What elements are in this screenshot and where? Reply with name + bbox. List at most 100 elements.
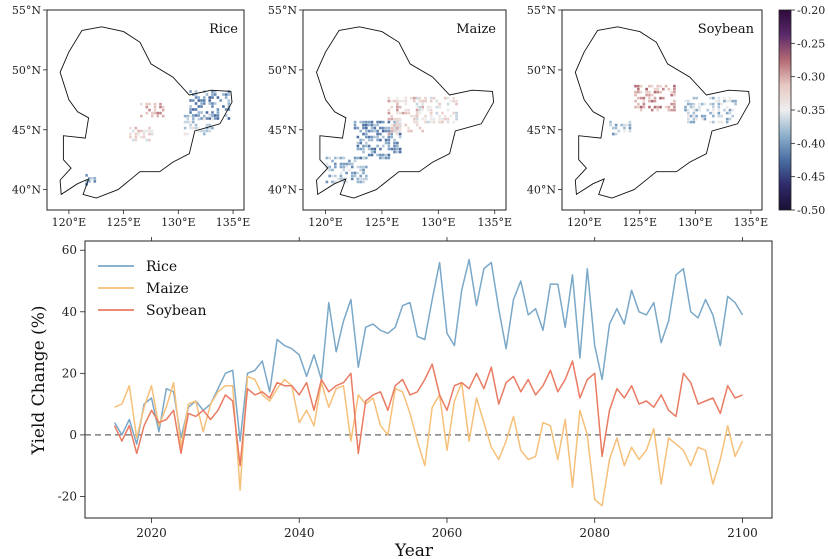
map-grid-cell [415, 102, 419, 106]
map-grid-cell [415, 114, 419, 118]
map-grid-cell [415, 108, 419, 112]
map-grid-cell [159, 105, 162, 109]
map-grid-cell [650, 93, 654, 97]
map-grid-cell [142, 129, 146, 133]
map-grid-cell [189, 123, 192, 127]
map-grid-cell [662, 87, 665, 91]
map-grid-cell [365, 129, 368, 133]
map-grid-cell [673, 102, 676, 106]
map-grid-cell [156, 114, 160, 118]
map-x-tick-label: 135°E [734, 216, 769, 229]
map-grid-cell [642, 105, 646, 109]
map-grid-cell [687, 99, 690, 103]
map-grid-cell [200, 111, 203, 114]
map-grid-cell [197, 96, 201, 99]
map-grid-cell [387, 147, 391, 151]
map-grid-cell [129, 135, 132, 139]
map-grid-cell [692, 120, 696, 124]
map-grid-cell [712, 102, 715, 106]
map-panel-maize: Maize 120°E 125°E 130°E 135°E 40°N 45°N 50°N 55… [268, 4, 512, 229]
map-grid-cell [359, 138, 362, 142]
map-grid-cell [404, 96, 408, 100]
map-grid-cell [429, 99, 433, 103]
map-grid-cell [653, 87, 657, 91]
map-grid-cell [373, 135, 377, 139]
map-grid-cell [673, 99, 676, 103]
map-grid-cell [407, 129, 410, 133]
map-grid-cell [334, 165, 337, 169]
map-grid-cell [725, 117, 729, 121]
map-grid-cell [429, 108, 433, 112]
line-chart: Year Yield Change (%) 2020 2040 2060 2080 21… [29, 237, 773, 559]
map-grid-cell [145, 111, 149, 115]
map-grid-cell [412, 117, 416, 121]
map-grid-cell [410, 96, 413, 100]
map-grid-cell [424, 117, 427, 121]
map-grid-cell [731, 108, 735, 112]
map-grid-cell [356, 177, 360, 181]
map-grid-cell [192, 120, 195, 124]
map-grid-cell [639, 105, 643, 109]
map-grid-cell [359, 177, 362, 181]
map-grid-cell [376, 120, 379, 124]
x-tick-label: 2040 [284, 526, 315, 540]
map-grid-cell [667, 105, 671, 109]
map-grid-cell [634, 99, 637, 103]
map-grid-cell [393, 141, 396, 145]
map-y-tick-label: 40°N [527, 184, 556, 197]
map-grid-cell [653, 99, 657, 103]
map-grid-cell [717, 120, 721, 124]
map-grid-cell [703, 117, 707, 121]
map-frame [46, 9, 245, 211]
map-grid-cell [441, 111, 444, 115]
map-grid-cell [222, 93, 225, 96]
map-grid-cell [692, 96, 696, 100]
map-grid-cell [387, 135, 391, 139]
map-grid-cell [200, 99, 203, 102]
map-grid-cell [664, 105, 668, 109]
map-grid-cell [642, 102, 646, 106]
map-grid-cell [202, 99, 206, 102]
map-grid-cell [202, 129, 206, 133]
map-grid-cell [706, 108, 710, 112]
map-grid-cell [648, 93, 651, 97]
map-grid-cell [211, 126, 214, 130]
map-grid-cell [367, 135, 371, 139]
map-grid-cell [637, 87, 640, 91]
map-grid-cell [362, 144, 365, 148]
map-grid-cell [398, 150, 402, 154]
map-grid-cell [161, 105, 165, 109]
map-grid-cell [353, 120, 357, 124]
map-grid-cell [620, 123, 623, 127]
map-grid-cell [362, 132, 365, 136]
map-grid-cell [634, 105, 637, 109]
map-grid-cell [612, 132, 615, 136]
map-grid-cell [183, 120, 187, 124]
map-grid-cell [342, 180, 346, 184]
map-grid-cell [384, 153, 388, 157]
map-grid-cell [192, 108, 195, 111]
map-grid-cell [362, 123, 365, 127]
map-grid-cell [145, 102, 149, 106]
map-grid-cell [197, 117, 201, 121]
map-grid-cell [387, 111, 391, 115]
map-grid-cell [379, 132, 382, 136]
map-grid-cell [723, 96, 726, 100]
map-grid-cell [200, 102, 203, 105]
map-boundary [574, 26, 751, 199]
map-grid-cell [717, 102, 721, 106]
y-tick-label: -20 [58, 489, 77, 503]
map-grid-cell [365, 123, 368, 127]
map-grid-cell [415, 105, 419, 109]
map-grid-cell [637, 96, 640, 100]
map-grid-cell [350, 162, 354, 166]
map-grid-cell [427, 120, 430, 124]
map-grid-cell [714, 99, 718, 103]
map-grid-cell [148, 129, 151, 133]
map-grid-cell [356, 165, 360, 169]
x-tick-label: 2080 [579, 526, 610, 540]
x-axis-label: Year [394, 541, 434, 559]
map-grid-cell [376, 135, 379, 139]
colorbar-tick-label: -0.20 [797, 4, 825, 17]
map-grid-cell [455, 102, 458, 106]
